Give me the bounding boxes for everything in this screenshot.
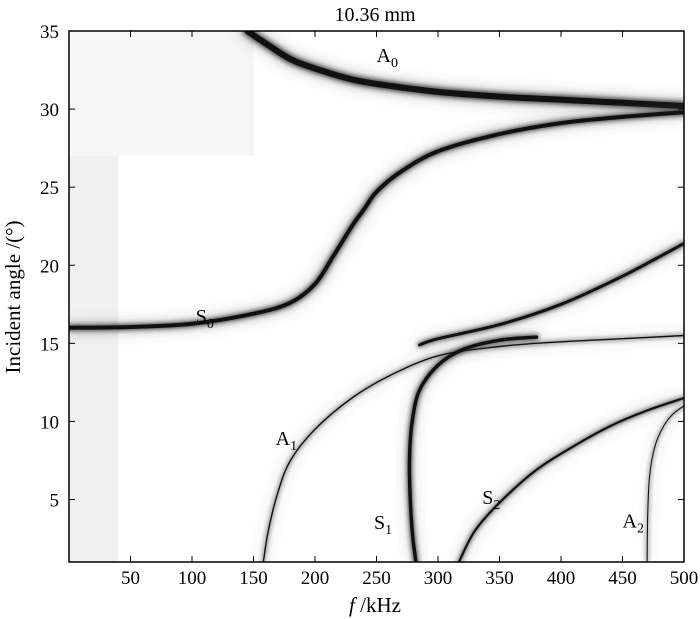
curve-label-subscript: 2 <box>637 522 644 537</box>
y-tick-label: 20 <box>40 256 59 277</box>
curve-line <box>418 241 684 347</box>
y-tick-label: 10 <box>40 412 59 433</box>
curve-label-S1: S1 <box>374 512 392 538</box>
curve-line <box>407 335 539 562</box>
x-axis-title-italic: f <box>349 593 358 617</box>
series-A2 <box>646 404 684 562</box>
series-A0 <box>240 31 684 113</box>
curve-line <box>262 334 684 562</box>
ticks-layer: 50 100 150 200 250 300 350 400 450 50051015202530… <box>40 22 698 589</box>
curve-label-main: S <box>482 487 493 509</box>
series-S0 <box>69 107 684 333</box>
curve-label-A0: A0 <box>377 45 398 71</box>
curve-line <box>457 396 684 562</box>
series-A1 <box>261 334 684 562</box>
series-S2 <box>456 395 684 562</box>
curve-label-S2: S2 <box>482 487 500 513</box>
y-tick-label: 30 <box>40 100 59 121</box>
curve-label-A2: A2 <box>623 511 644 537</box>
x-tick-label: 250 <box>362 568 391 589</box>
curve-label-subscript: 1 <box>290 439 297 454</box>
curve-line <box>69 110 684 330</box>
series-S1 <box>405 333 540 562</box>
curve-label-main: S <box>196 306 207 328</box>
curve-label-A1: A1 <box>276 428 297 454</box>
x-tick-label: 50 <box>121 568 140 589</box>
curve-label-main: A <box>623 511 638 533</box>
x-tick-label: 200 <box>301 568 330 589</box>
curve-label-subscript: 1 <box>385 523 392 538</box>
x-tick-label: 300 <box>424 568 453 589</box>
x-axis-title: f /kHz <box>349 593 401 617</box>
x-tick-label: 450 <box>608 568 637 589</box>
curve-label-subscript: 0 <box>391 56 398 71</box>
curve-label-subscript: 0 <box>207 317 214 332</box>
y-tick-label: 25 <box>40 178 59 199</box>
x-tick-label: 350 <box>485 568 514 589</box>
y-tick-label: 35 <box>40 22 59 43</box>
x-tick-label: 500 <box>670 568 699 589</box>
curves-layer <box>69 31 684 562</box>
y-tick-label: 5 <box>50 491 60 512</box>
x-tick-label: 150 <box>239 568 268 589</box>
x-tick-label: 100 <box>178 568 207 589</box>
x-axis-title-unit: /kHz <box>355 593 401 617</box>
curve-label-subscript: 2 <box>493 498 500 513</box>
y-axis-title: Incident angle /(°) <box>1 220 25 373</box>
y-tick-label: 15 <box>40 334 59 355</box>
chart-title: 10.36 mm <box>334 4 416 26</box>
series-unlabeled-2 <box>416 240 684 348</box>
curve-label-main: A <box>276 428 291 450</box>
curve-label-S0: S0 <box>196 306 214 332</box>
upper-left-shade <box>69 31 254 156</box>
plot-background <box>69 31 684 562</box>
x-tick-label: 400 <box>547 568 576 589</box>
curve-label-main: S <box>374 512 385 534</box>
curve-label-main: A <box>377 45 392 67</box>
curve-line <box>244 31 684 109</box>
curve-line <box>646 405 684 562</box>
